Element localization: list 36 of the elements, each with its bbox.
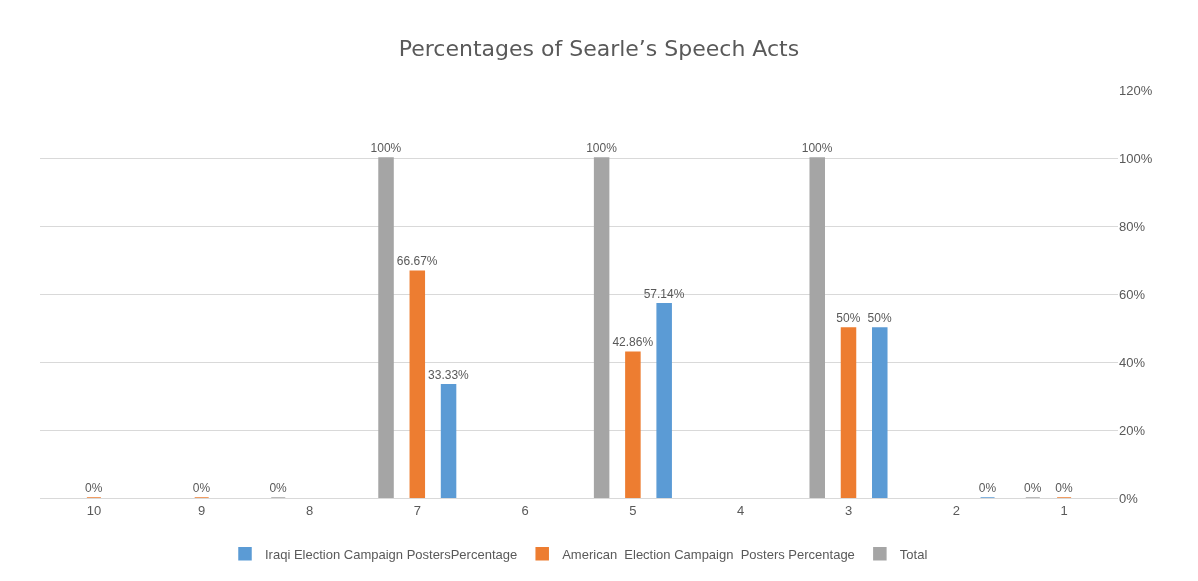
data-label: 100% — [586, 141, 618, 155]
y-tick-label: 60% — [1119, 286, 1146, 302]
y-tick-label: 100% — [1119, 150, 1153, 166]
x-tick-label: 5 — [629, 502, 637, 518]
y-tick-label: 80% — [1119, 218, 1146, 234]
y-tick-label: 120% — [1119, 82, 1153, 98]
x-tick-label: 1 — [1060, 502, 1068, 518]
legend-label: Iraqi Election Campaign PostersPercentage — [265, 546, 518, 562]
chart-title: Percentages of Searle’s Speech Acts — [398, 36, 800, 62]
data-label: 100% — [370, 141, 402, 155]
x-tick-label: 4 — [737, 502, 745, 518]
x-tick-label: 3 — [844, 502, 853, 518]
data-label: 57.14% — [643, 286, 685, 301]
data-label: 42.86% — [612, 335, 654, 350]
y-tick-label: 40% — [1119, 354, 1146, 370]
data-label: 0% — [978, 481, 997, 495]
data-label: 50% — [836, 311, 861, 325]
legend-label: Total — [899, 546, 928, 562]
data-label: 0% — [269, 481, 288, 495]
x-tick-label: 10 — [86, 502, 102, 518]
y-tick-label: 0% — [1119, 490, 1139, 506]
legend-label: American Election Campaign Posters Percentage — [562, 546, 855, 562]
data-label: 66.67% — [396, 254, 438, 269]
x-tick-label: 8 — [305, 502, 314, 518]
x-tick-label: 6 — [521, 502, 529, 518]
data-label: 33.33% — [428, 367, 470, 382]
data-label: 50% — [867, 311, 892, 325]
y-tick-label: 20% — [1119, 422, 1146, 438]
x-tick-label: 9 — [198, 502, 206, 518]
data-label: 0% — [1055, 481, 1073, 495]
data-label: 0% — [85, 481, 103, 495]
data-label: 100% — [801, 141, 833, 155]
data-label: 0% — [192, 481, 211, 495]
x-tick-label: 7 — [413, 502, 421, 518]
x-tick-label: 2 — [952, 502, 960, 518]
data-label: 0% — [1024, 481, 1042, 495]
